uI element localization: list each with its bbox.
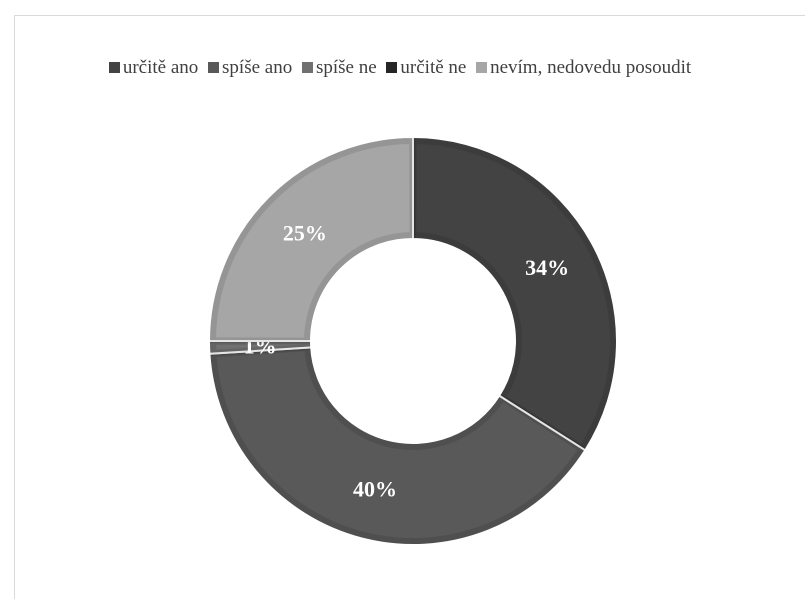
legend-swatch-urcite-ano (108, 62, 120, 73)
donut-slice-edge-urcite-ano (410, 137, 616, 452)
legend-swatch-spise-ne (301, 62, 313, 73)
legend-label-urcite-ne: určitě ne (400, 57, 467, 78)
donut-slice-spise-ano (208, 346, 587, 546)
legend-label-spise-ne: spíše ne (315, 57, 377, 78)
donut-slice-urcite-ano (412, 135, 618, 452)
legend-swatch-nevim (476, 62, 488, 73)
legend-item-spise-ne: spíše ne (301, 57, 377, 79)
legend-label-nevim: nevím, nedovedu posoudit (490, 57, 692, 78)
legend-item-nevim: nevím, nedovedu posoudit (476, 57, 691, 79)
legend-item-urcite-ne: určitě ne (386, 57, 466, 79)
donut-slice-nevim-nedovedu-posoudit (207, 135, 414, 342)
legend-item-spise-ano: spíše ano (208, 57, 292, 79)
legend-label-urcite-ano: určitě ano (122, 57, 199, 78)
legend-swatch-spise-ano (208, 62, 220, 73)
legend-item-urcite-ano: určitě ano (108, 57, 199, 79)
legend-swatch-urcite-ne (386, 62, 398, 73)
legend-label-spise-ano: spíše ano (222, 57, 293, 78)
data-label-urcite-ano: 34% (525, 255, 569, 280)
donut-slice-edge-nevim-nedovedu-posoudit (209, 137, 416, 344)
data-label-nevim-nedovedu-posoudit: 25% (283, 220, 327, 245)
chart-legend: určitě ano spíše ano spíše ne určitě ne … (0, 57, 805, 79)
donut-slice-edge-spise-ano (210, 344, 586, 544)
data-label-spise-ano: 40% (353, 477, 397, 502)
